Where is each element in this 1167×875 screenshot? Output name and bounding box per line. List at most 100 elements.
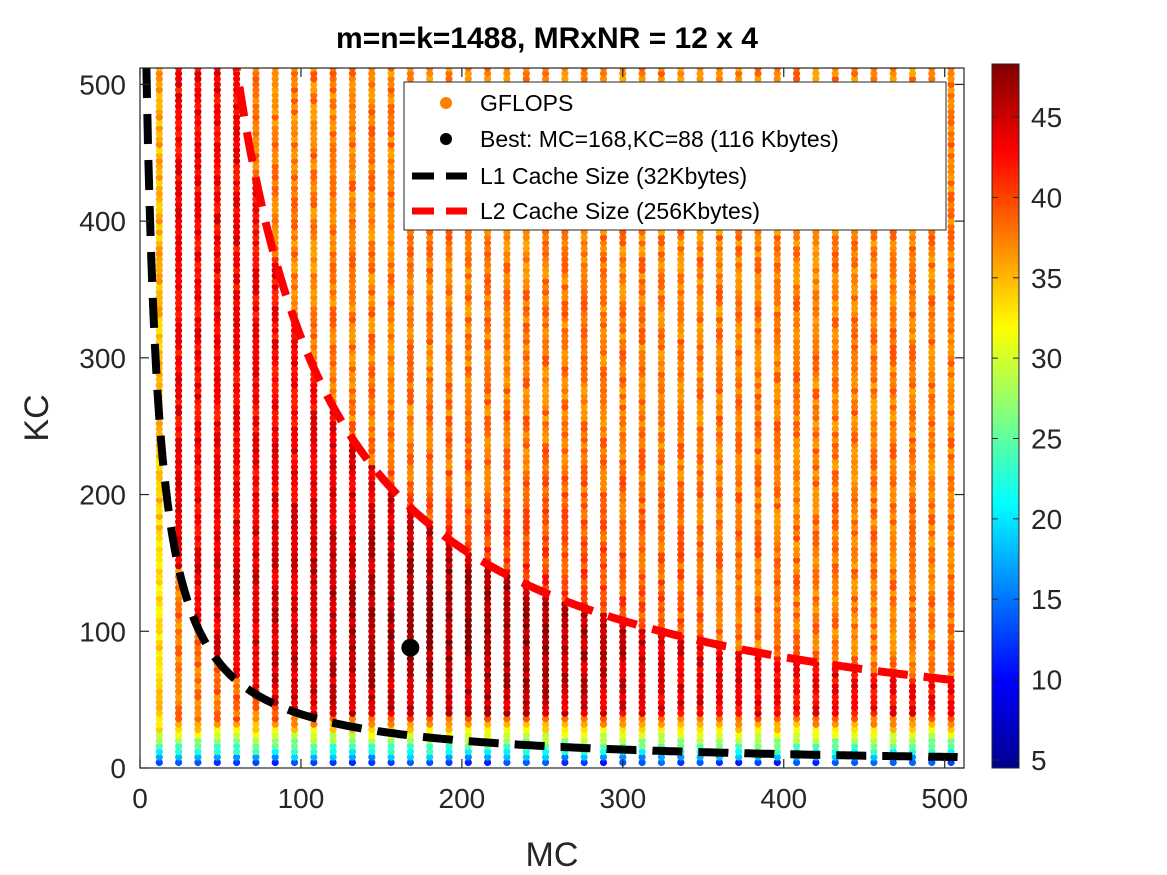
gflops-point bbox=[213, 201, 221, 209]
gflops-point bbox=[406, 419, 414, 428]
gflops-point bbox=[329, 638, 337, 646]
gflops-point bbox=[271, 376, 279, 384]
gflops-point bbox=[329, 168, 337, 176]
gflops-point bbox=[233, 425, 241, 433]
gflops-point bbox=[310, 141, 318, 149]
gflops-point bbox=[310, 534, 318, 542]
gflops-point bbox=[406, 365, 414, 373]
gflops-point bbox=[368, 343, 376, 351]
gflops-point bbox=[348, 151, 356, 160]
gflops-point bbox=[368, 348, 376, 356]
gflops-point bbox=[368, 496, 376, 504]
gflops-point bbox=[368, 501, 376, 510]
gflops-point bbox=[387, 753, 395, 761]
gflops-point bbox=[213, 179, 221, 187]
gflops-point bbox=[252, 370, 260, 378]
gflops-point bbox=[233, 151, 241, 160]
gflops-point bbox=[329, 758, 337, 767]
gflops-point bbox=[175, 748, 183, 756]
gflops-point bbox=[348, 682, 356, 690]
gflops-point bbox=[233, 430, 241, 438]
gflops-point bbox=[175, 168, 183, 176]
gflops-point bbox=[329, 567, 337, 575]
gflops-point bbox=[406, 414, 414, 422]
gflops-point bbox=[194, 348, 202, 356]
gflops-point bbox=[194, 573, 202, 581]
gflops-point bbox=[213, 611, 221, 619]
gflops-point bbox=[175, 201, 183, 209]
gflops-point bbox=[310, 272, 318, 280]
gflops-point bbox=[194, 737, 202, 745]
gflops-point bbox=[213, 80, 221, 88]
gflops-point bbox=[213, 578, 221, 586]
gflops-point bbox=[368, 135, 376, 143]
gflops-point bbox=[387, 611, 395, 619]
gflops-point bbox=[329, 195, 337, 203]
gflops-point bbox=[290, 75, 299, 83]
gflops-point bbox=[155, 305, 163, 313]
gflops-point bbox=[155, 583, 163, 592]
gflops-point bbox=[175, 758, 183, 767]
gflops-point bbox=[406, 392, 414, 400]
gflops-point bbox=[368, 119, 376, 127]
gflops-point bbox=[426, 540, 434, 548]
gflops-point bbox=[213, 162, 221, 170]
gflops-point bbox=[329, 742, 337, 750]
gflops-point bbox=[175, 720, 183, 728]
gflops-point bbox=[252, 573, 260, 581]
gflops-point bbox=[387, 463, 395, 471]
gflops-point bbox=[368, 480, 376, 488]
gflops-point bbox=[406, 660, 414, 668]
gflops-point bbox=[252, 611, 260, 619]
gflops-point bbox=[368, 616, 376, 624]
gflops-point bbox=[387, 141, 395, 149]
gflops-point bbox=[426, 693, 434, 701]
gflops-point bbox=[348, 425, 356, 433]
gflops-point bbox=[155, 173, 163, 181]
gflops-point bbox=[233, 649, 241, 657]
gflops-point bbox=[290, 130, 299, 138]
gflops-point bbox=[310, 458, 318, 466]
gflops-point bbox=[290, 151, 299, 160]
gflops-point bbox=[387, 332, 395, 340]
gflops-point bbox=[271, 430, 279, 438]
gflops-point bbox=[329, 376, 337, 384]
gflops-point bbox=[329, 469, 337, 477]
gflops-point bbox=[252, 212, 260, 220]
gflops-point bbox=[348, 316, 356, 324]
gflops-point bbox=[213, 512, 221, 521]
gflops-point bbox=[194, 660, 202, 668]
gflops-point bbox=[348, 239, 356, 247]
gflops-point bbox=[387, 91, 395, 99]
gflops-point bbox=[194, 239, 202, 247]
gflops-point bbox=[310, 594, 318, 603]
gflops-point bbox=[310, 666, 318, 674]
gflops-point bbox=[387, 184, 395, 192]
gflops-point bbox=[368, 261, 376, 269]
gflops-point bbox=[348, 463, 356, 471]
gflops-point bbox=[290, 556, 299, 564]
gflops-point bbox=[155, 135, 163, 143]
gflops-point bbox=[387, 594, 395, 603]
gflops-point bbox=[233, 250, 241, 258]
gflops-point bbox=[233, 173, 241, 181]
gflops-point bbox=[233, 474, 241, 482]
gflops-point bbox=[175, 348, 183, 356]
gflops-point bbox=[252, 102, 260, 110]
gflops-point bbox=[368, 212, 376, 220]
gflops-point bbox=[348, 228, 356, 236]
gflops-point bbox=[290, 589, 299, 597]
gflops-point bbox=[310, 223, 318, 231]
gflops-point bbox=[310, 660, 318, 668]
gflops-point bbox=[252, 633, 260, 641]
gflops-point bbox=[155, 573, 163, 581]
gflops-point bbox=[213, 108, 221, 116]
gflops-point bbox=[368, 491, 376, 499]
gflops-point bbox=[213, 753, 221, 761]
gflops-point bbox=[368, 108, 376, 116]
gflops-point bbox=[155, 97, 163, 105]
gflops-point bbox=[290, 529, 299, 537]
gflops-point bbox=[194, 463, 202, 471]
gflops-point bbox=[368, 69, 376, 78]
gflops-point bbox=[406, 288, 414, 296]
